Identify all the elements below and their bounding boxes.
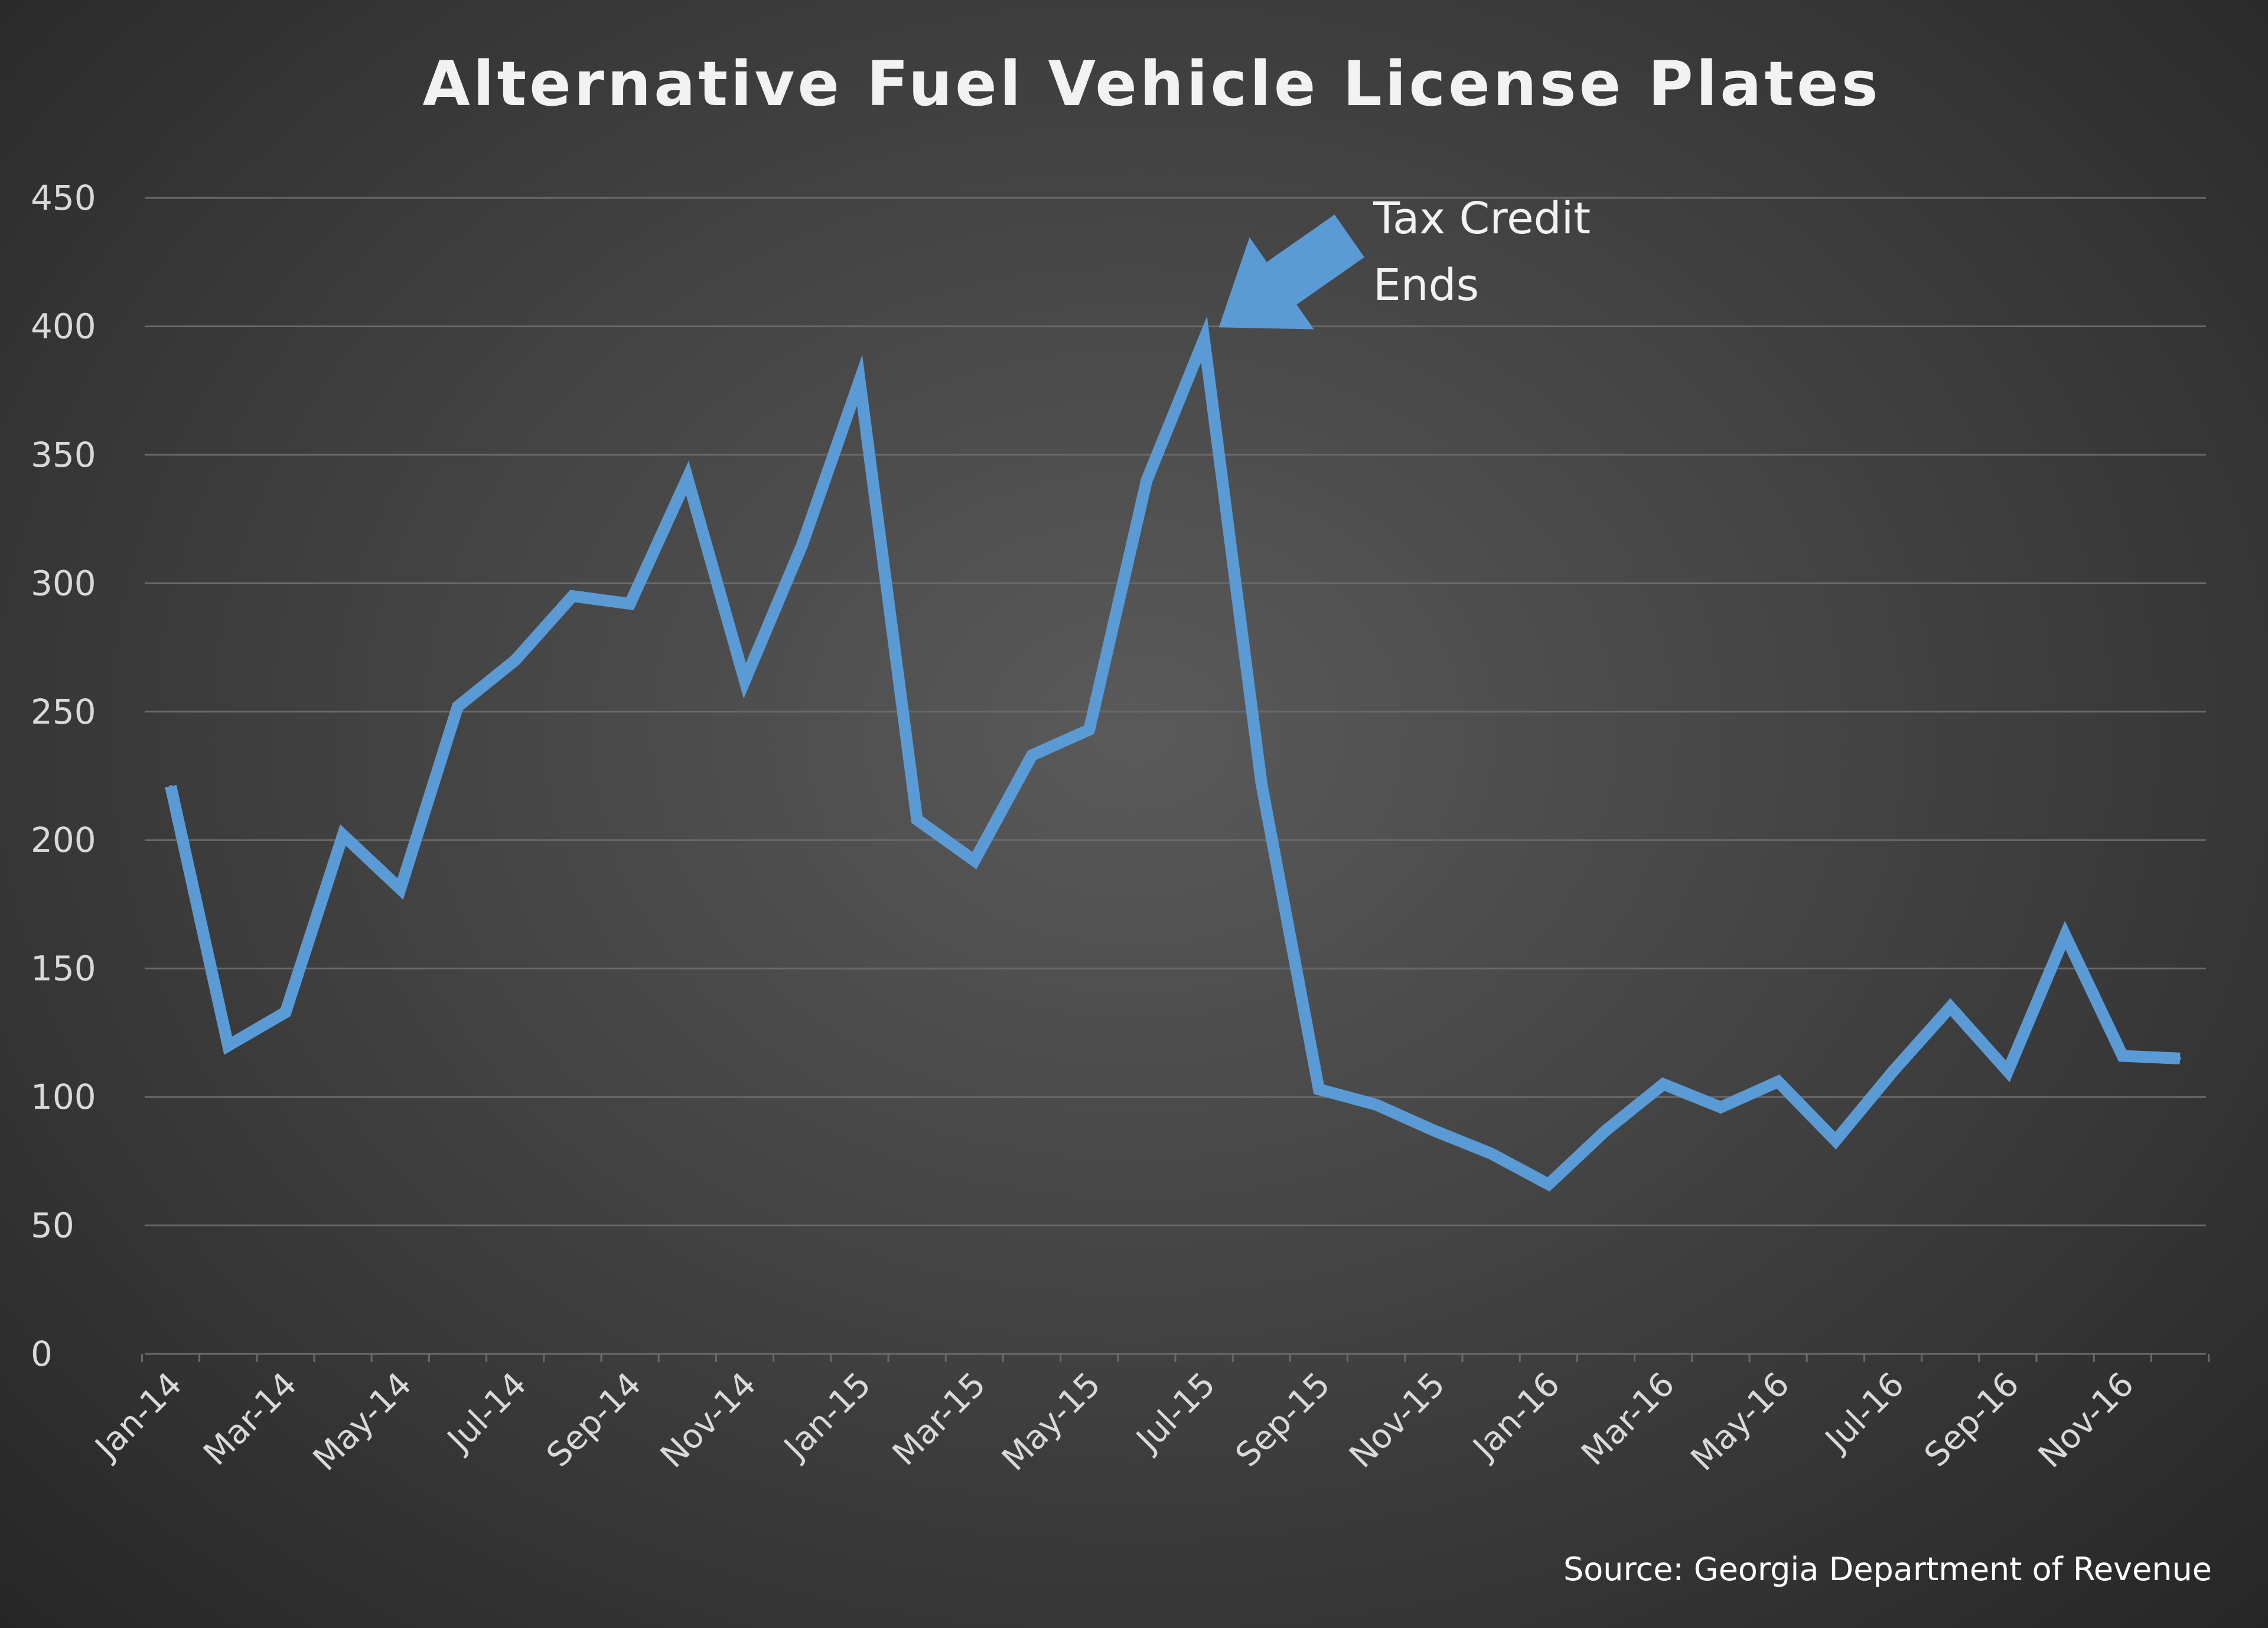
data-point (744, 679, 746, 682)
x-tick-label: May-16 (1684, 1365, 1797, 1479)
data-point (1719, 1106, 1722, 1109)
y-tick-label: 300 (31, 563, 96, 603)
data-point (1834, 1139, 1837, 1142)
series-line (165, 316, 2181, 1192)
data-point (801, 543, 804, 546)
annotation-line-2: Ends (1373, 260, 1479, 311)
y-tick-label: 150 (31, 949, 96, 989)
y-tick-label: 450 (31, 178, 96, 218)
x-tick-label: Jan-16 (1465, 1365, 1568, 1468)
x-tick-label: Sep-15 (1228, 1365, 1338, 1474)
data-point (1777, 1080, 1780, 1083)
data-point (915, 818, 918, 821)
y-tick-label: 100 (31, 1077, 96, 1117)
x-tick-label: Sep-16 (1917, 1365, 2026, 1474)
data-point (341, 833, 344, 836)
x-tick-label: Jan-14 (87, 1365, 190, 1468)
data-point (1605, 1129, 1607, 1132)
data-point (1203, 338, 1205, 341)
y-axis-ticks: 0 50 100 150 200 250 300 350 400 450 (31, 178, 96, 1374)
data-point (1490, 1152, 1493, 1155)
chart-title: Alternative Fuel Vehicle License Plates (422, 48, 1881, 120)
data-point (457, 705, 459, 708)
y-tick-label: 200 (31, 820, 96, 860)
y-tick-label: 0 (31, 1334, 53, 1374)
y-tick-label: 400 (31, 306, 96, 346)
x-tick-label: Jul-14 (439, 1365, 535, 1460)
data-point (2121, 1054, 2124, 1057)
x-axis-ticks: Jan-14 Mar-14 May-14 Jul-14 Sep-14 Nov-14 Jan-… (87, 1365, 2142, 1479)
gridlines (141, 197, 2210, 1362)
data-point (1949, 1005, 1952, 1008)
x-tick-label: Jul-15 (1128, 1365, 1223, 1460)
data-point (514, 659, 517, 662)
data-point (1088, 728, 1091, 731)
arrow-icon (1218, 214, 1365, 330)
x-tick-label: Jul-16 (1817, 1365, 1912, 1460)
data-point (686, 477, 689, 480)
data-point (2064, 934, 2067, 937)
data-point (858, 379, 861, 382)
data-point (1375, 1103, 1378, 1106)
series (165, 316, 2181, 1192)
data-point (973, 859, 976, 862)
x-tick-label: Nov-14 (653, 1365, 764, 1476)
data-point (284, 1011, 287, 1014)
data-point (628, 603, 631, 605)
data-point (1547, 1183, 1550, 1186)
y-tick-label: 50 (31, 1206, 74, 1246)
x-tick-label: Jan-15 (775, 1365, 878, 1468)
data-point (227, 1044, 230, 1047)
data-point (1662, 1083, 1665, 1086)
data-point (1031, 754, 1033, 757)
x-tick-label: Nov-15 (1342, 1365, 1452, 1476)
data-point (399, 887, 402, 890)
annotation-line-1: Tax Credit (1373, 193, 1591, 244)
data-point (2179, 1057, 2181, 1060)
data-point (1318, 1088, 1320, 1091)
source-note: Source: Georgia Department of Revenue (1563, 1551, 2212, 1588)
data-point (1892, 1070, 1894, 1073)
x-tick-label: Mar-15 (885, 1365, 993, 1473)
data-point (1260, 782, 1263, 785)
annotation: Tax Credit Ends (1218, 193, 1591, 330)
x-tick-label: May-15 (995, 1365, 1108, 1479)
x-tick-label: Nov-16 (2031, 1365, 2142, 1476)
y-tick-label: 350 (31, 435, 96, 475)
x-tick-label: Mar-14 (196, 1365, 304, 1473)
y-tick-label: 250 (31, 692, 96, 732)
data-point (170, 784, 172, 787)
data-point (1432, 1129, 1435, 1132)
x-tick-label: Sep-14 (539, 1365, 649, 1474)
data-point (1145, 479, 1148, 482)
data-point (571, 595, 574, 598)
x-tick-label: May-14 (306, 1365, 419, 1479)
x-tick-label: Mar-16 (1574, 1365, 1682, 1473)
data-point (2006, 1070, 2009, 1073)
